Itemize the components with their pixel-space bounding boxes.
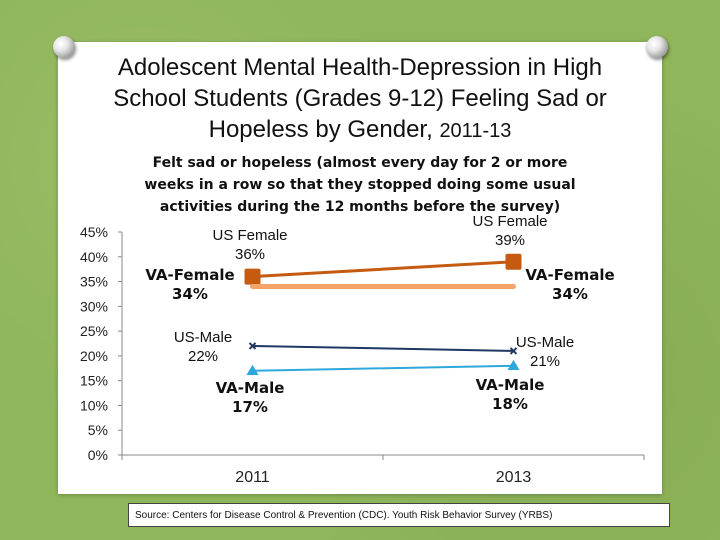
- y-tick-label: 5%: [88, 422, 108, 438]
- chart-title-line: weeks in a row so that they stopped doin…: [144, 177, 575, 193]
- data-label: US Female 39%: [472, 213, 547, 249]
- title-years: 2011-13: [439, 120, 512, 142]
- slide-title: Adolescent Mental Health-Depression in H…: [60, 52, 660, 147]
- chart-series: [244, 253, 522, 375]
- title-line-1: Adolescent Mental Health-Depression in H…: [117, 54, 603, 81]
- y-tick-label: 30%: [80, 298, 108, 314]
- chart-title-line: Felt sad or hopeless (almost every day f…: [153, 155, 568, 171]
- series-line: [251, 344, 515, 352]
- data-label: US Female 36%: [212, 227, 287, 263]
- data-label-series: VA-Female: [525, 266, 614, 284]
- data-label-series: US-Male: [516, 334, 574, 351]
- pushpin-icon: [53, 36, 75, 58]
- chart-title: Felt sad or hopeless (almost every day f…: [144, 155, 575, 215]
- data-label-series: VA-Male: [216, 379, 285, 397]
- source-note: Source: Centers for Disease Control & Pr…: [128, 503, 670, 527]
- y-tick-label: 35%: [80, 274, 108, 290]
- y-tick-label: 45%: [80, 224, 108, 240]
- data-label-value: 36%: [235, 246, 265, 263]
- data-label-series: VA-Female: [145, 266, 234, 284]
- title-line-2: School Students (Grades 9-12) Feeling Sa…: [113, 85, 607, 112]
- data-point-marker: [248, 342, 257, 350]
- data-label: US-Male 22%: [174, 329, 232, 365]
- y-tick-label: 10%: [80, 397, 108, 413]
- data-point-marker: [509, 347, 518, 355]
- data-label-series: US Female: [212, 227, 287, 244]
- series-line: [251, 364, 515, 372]
- data-point-marker: [507, 359, 520, 370]
- data-point-marker: [505, 253, 522, 270]
- x-tick-label: 2011: [235, 469, 270, 486]
- data-label-series: US-Male: [174, 329, 232, 346]
- data-label-value: 34%: [172, 285, 208, 303]
- data-label-series: VA-Male: [476, 376, 545, 394]
- title-text: Hopeless by Gender,: [208, 116, 433, 143]
- data-label-value: 18%: [492, 395, 528, 413]
- data-label-value: 34%: [552, 285, 588, 303]
- data-label-value: 17%: [232, 398, 268, 416]
- data-label: US-Male 21%: [516, 334, 574, 370]
- chart-title-line: activities during the 12 months before t…: [160, 199, 560, 215]
- series-line: [251, 260, 515, 279]
- chart-axes: 0% 5% 10% 15% 20% 25% 30% 35% 40% 45% 2011 2013: [80, 224, 645, 486]
- data-label-value: 39%: [495, 232, 525, 249]
- data-label-series: US Female: [472, 213, 547, 230]
- data-label-value: 22%: [188, 348, 218, 365]
- data-point-marker: [246, 364, 259, 375]
- x-tick-label: 2013: [496, 469, 532, 486]
- y-tick-label: 20%: [80, 348, 108, 364]
- y-tick-label: 0%: [88, 447, 108, 463]
- title-line-3: Hopeless by Gender, 2011-13: [60, 114, 660, 147]
- y-tick-label: 25%: [80, 323, 108, 339]
- y-tick-label: 15%: [80, 373, 108, 389]
- y-tick-label: 40%: [80, 249, 108, 265]
- data-label-value: 21%: [530, 353, 560, 370]
- pushpin-icon: [646, 36, 668, 58]
- data-point-marker: [244, 268, 261, 285]
- slide-panel: [58, 42, 662, 494]
